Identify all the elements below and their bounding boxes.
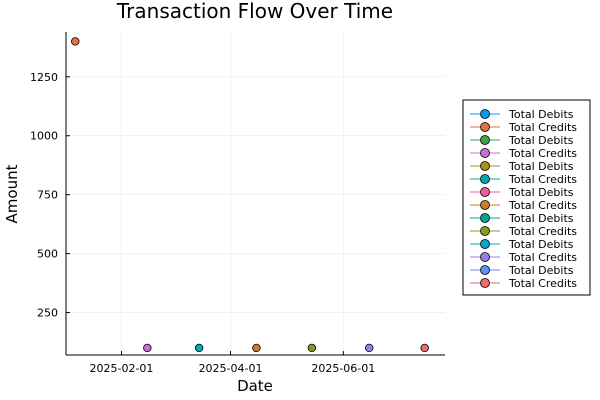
- legend-marker: [480, 252, 490, 262]
- y-tick-label: 1000: [30, 130, 58, 143]
- legend-label: Total Credits: [508, 251, 577, 264]
- y-axis-label: Amount: [3, 164, 21, 223]
- legend-marker: [480, 213, 490, 223]
- x-tick-label: 2025-06-01: [311, 362, 375, 375]
- legend-item: Total Debits: [470, 186, 574, 199]
- legend-box: [462, 99, 591, 296]
- legend-marker: [480, 122, 490, 132]
- data-point: [365, 343, 374, 353]
- legend-marker: [480, 135, 490, 145]
- legend-label: Total Debits: [508, 212, 574, 225]
- data-point: [252, 343, 261, 353]
- legend-item: Total Debits: [470, 212, 574, 225]
- legend-item: Total Credits: [470, 173, 577, 186]
- legend-marker: [480, 278, 490, 288]
- legend-label: Total Debits: [508, 238, 574, 251]
- y-tick-label: 750: [37, 189, 58, 202]
- legend-label: Total Debits: [508, 186, 574, 199]
- legend-label: Total Credits: [508, 173, 577, 186]
- legend-label: Total Credits: [508, 225, 577, 238]
- legend-marker: [480, 187, 490, 197]
- legend-item: Total Credits: [470, 251, 577, 264]
- legend-item: Total Credits: [470, 147, 577, 160]
- y-tick-label: 1250: [30, 71, 58, 84]
- legend-marker: [480, 226, 490, 236]
- legend-item: Total Debits: [470, 160, 574, 173]
- legend-item: Total Debits: [470, 264, 574, 277]
- chart-title: Transaction Flow Over Time: [116, 0, 393, 23]
- legend-label: Total Debits: [508, 108, 574, 121]
- legend-marker: [480, 200, 490, 210]
- legend-marker: [480, 109, 490, 119]
- data-point: [307, 343, 317, 353]
- legend-marker: [480, 161, 490, 171]
- legend-marker: [480, 174, 490, 184]
- legend-label: Total Debits: [508, 134, 574, 147]
- legend-label: Total Credits: [508, 199, 577, 212]
- data-points: [71, 37, 429, 353]
- legend-label: Total Credits: [508, 147, 577, 160]
- legend-item: Total Credits: [470, 277, 577, 290]
- legend-item: Total Credits: [470, 225, 577, 238]
- legend-label: Total Debits: [508, 160, 574, 173]
- legend-marker: [480, 239, 490, 249]
- data-point: [420, 343, 429, 353]
- legend-item: Total Debits: [470, 108, 574, 121]
- legend-label: Total Debits: [508, 264, 574, 277]
- data-point: [71, 37, 80, 46]
- legend-marker: [480, 265, 490, 275]
- y-tick-label: 250: [37, 307, 58, 320]
- data-point: [194, 343, 204, 353]
- x-axis-label: Date: [237, 377, 273, 395]
- x-tick-label: 2025-04-01: [199, 362, 263, 375]
- grid: [66, 32, 445, 355]
- legend-label: Total Credits: [508, 121, 577, 134]
- legend-item: Total Debits: [470, 238, 574, 251]
- legend-label: Total Credits: [508, 277, 577, 290]
- legend-item: Total Credits: [470, 199, 577, 212]
- y-tick-label: 500: [37, 248, 58, 261]
- legend-marker: [480, 148, 490, 158]
- y-ticks: 250 500 750 1000 1250: [30, 71, 70, 320]
- axes: [65, 32, 445, 356]
- data-point: [143, 343, 152, 353]
- legend-item: Total Credits: [470, 121, 577, 134]
- x-ticks: 2025-02-01 2025-04-01 2025-06-01: [89, 351, 375, 375]
- legend-item: Total Debits: [470, 134, 574, 147]
- x-tick-label: 2025-02-01: [89, 362, 153, 375]
